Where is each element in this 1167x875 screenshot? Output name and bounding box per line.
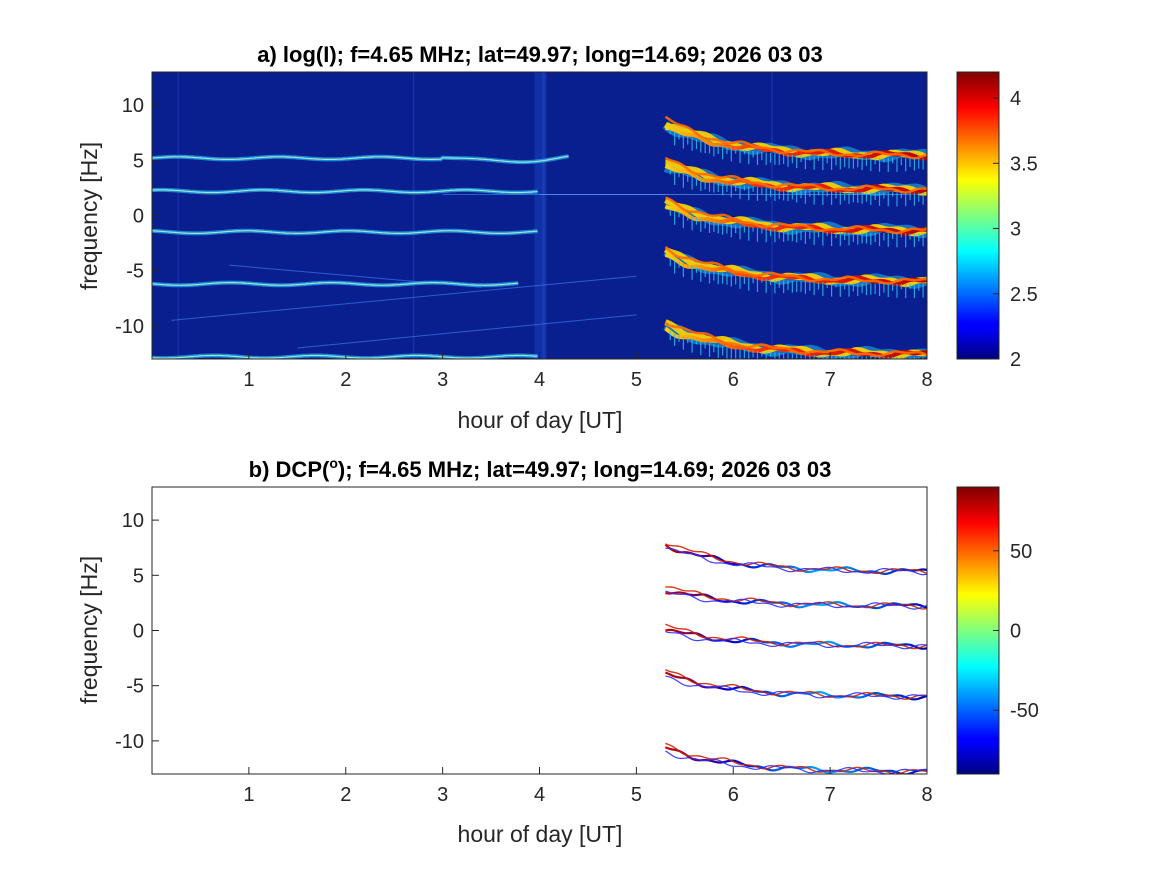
post-onset-trace bbox=[664, 246, 927, 285]
post-onset-trace bbox=[665, 623, 927, 650]
y-tick-label: 0 bbox=[133, 621, 144, 643]
y-tick-label: -5 bbox=[126, 261, 144, 283]
x-tick-label: 3 bbox=[437, 369, 448, 391]
panel-b-colorbar bbox=[956, 486, 1000, 775]
panel-a-y-ticks: 10 5 0 -5 -10 bbox=[115, 95, 159, 338]
panel-b-y-label: frequency [Hz] bbox=[76, 556, 102, 704]
x-tick-label: 4 bbox=[534, 784, 545, 806]
panel-a: a) log(I); f=4.65 MHz; lat=49.97; long=1… bbox=[76, 42, 1038, 433]
post-onset-trace bbox=[665, 742, 927, 774]
colorbar-tick-label: 2 bbox=[1010, 349, 1021, 371]
x-tick-label: 3 bbox=[437, 784, 448, 806]
x-tick-label: 7 bbox=[825, 784, 836, 806]
colorbar-tick-label: -50 bbox=[1010, 700, 1039, 722]
colorbar-tick-label: 3 bbox=[1010, 219, 1021, 241]
y-tick-label: -10 bbox=[115, 731, 144, 753]
x-tick-label: 8 bbox=[921, 369, 932, 391]
panel-b-x-label: hour of day [UT] bbox=[458, 821, 623, 847]
post-onset-trace bbox=[664, 543, 927, 575]
pre-onset-trace bbox=[152, 282, 519, 286]
panel-b-title: b) DCP(o); f=4.65 MHz; lat=49.97; long=1… bbox=[249, 455, 832, 482]
post-onset-trace bbox=[665, 631, 927, 650]
pre-onset-trace bbox=[152, 189, 538, 194]
x-tick-label: 1 bbox=[243, 369, 254, 391]
panel-a-colorbar bbox=[956, 71, 1000, 360]
panel-a-x-label: hour of day [UT] bbox=[458, 407, 623, 433]
post-onset-trace bbox=[665, 675, 927, 700]
noise-strip bbox=[771, 72, 773, 359]
panel-b-x-ticks: 1 2 3 4 5 6 7 8 bbox=[243, 767, 933, 806]
y-tick-label: -10 bbox=[115, 316, 144, 338]
pre-onset-trace bbox=[152, 354, 538, 359]
colorbar-tick-label: 3.5 bbox=[1010, 153, 1038, 175]
post-onset-trace bbox=[664, 196, 927, 235]
y-tick-label: 5 bbox=[133, 150, 144, 172]
x-tick-label: 4 bbox=[534, 369, 545, 391]
x-tick-label: 2 bbox=[340, 369, 351, 391]
panel-a-traces bbox=[152, 72, 927, 359]
post-onset-trace bbox=[664, 156, 927, 194]
x-tick-label: 5 bbox=[631, 784, 642, 806]
noise-strip bbox=[542, 72, 547, 359]
post-onset-trace bbox=[665, 586, 927, 610]
panel-a-y-label: frequency [Hz] bbox=[76, 142, 102, 290]
y-tick-label: 10 bbox=[122, 95, 144, 117]
post-onset-trace bbox=[665, 750, 927, 774]
noise-strip bbox=[412, 72, 415, 359]
panel-a-plot-area bbox=[152, 72, 927, 359]
panel-a-colorbar-ticks: 4 3.5 3 2.5 2 bbox=[993, 88, 1038, 371]
y-tick-label: 10 bbox=[122, 510, 144, 532]
x-tick-label: 2 bbox=[340, 784, 351, 806]
noise-strip bbox=[177, 72, 179, 359]
post-onset-trace bbox=[664, 321, 927, 358]
colorbar-tick-label: 4 bbox=[1010, 88, 1021, 110]
colorbar-tick-label: 50 bbox=[1010, 541, 1032, 563]
colorbar-tick-label: 2.5 bbox=[1010, 284, 1038, 306]
x-tick-label: 6 bbox=[728, 784, 739, 806]
pre-onset-trace bbox=[152, 230, 538, 234]
faint-line bbox=[171, 275, 637, 321]
panel-b-y-ticks: 10 5 0 -5 -10 bbox=[115, 510, 159, 753]
noise-strip bbox=[534, 72, 545, 359]
panel-b-colorbar-ticks: 50 0 -50 bbox=[993, 541, 1039, 722]
x-tick-label: 7 bbox=[825, 369, 836, 391]
x-tick-label: 1 bbox=[243, 784, 254, 806]
colorbar-tick-label: 0 bbox=[1010, 621, 1021, 643]
panel-a-title: a) log(I); f=4.65 MHz; lat=49.97; long=1… bbox=[257, 42, 823, 67]
post-onset-trace bbox=[664, 115, 927, 160]
x-tick-label: 5 bbox=[631, 369, 642, 391]
x-tick-label: 6 bbox=[728, 369, 739, 391]
y-tick-label: -5 bbox=[126, 676, 144, 698]
panel-a-x-ticks: 1 2 3 4 5 6 7 8 bbox=[243, 352, 933, 391]
y-tick-label: 5 bbox=[133, 565, 144, 587]
panel-b-traces bbox=[664, 543, 927, 774]
y-tick-label: 0 bbox=[133, 206, 144, 228]
faint-line bbox=[297, 314, 637, 349]
post-onset-trace bbox=[665, 591, 927, 610]
post-onset-trace bbox=[665, 590, 927, 610]
x-tick-label: 8 bbox=[921, 784, 932, 806]
pre-onset-trace bbox=[152, 155, 569, 163]
panel-b: b) DCP(o); f=4.65 MHz; lat=49.97; long=1… bbox=[76, 455, 1039, 847]
post-onset-trace bbox=[665, 547, 927, 576]
panel-b-plot-area bbox=[152, 487, 927, 774]
